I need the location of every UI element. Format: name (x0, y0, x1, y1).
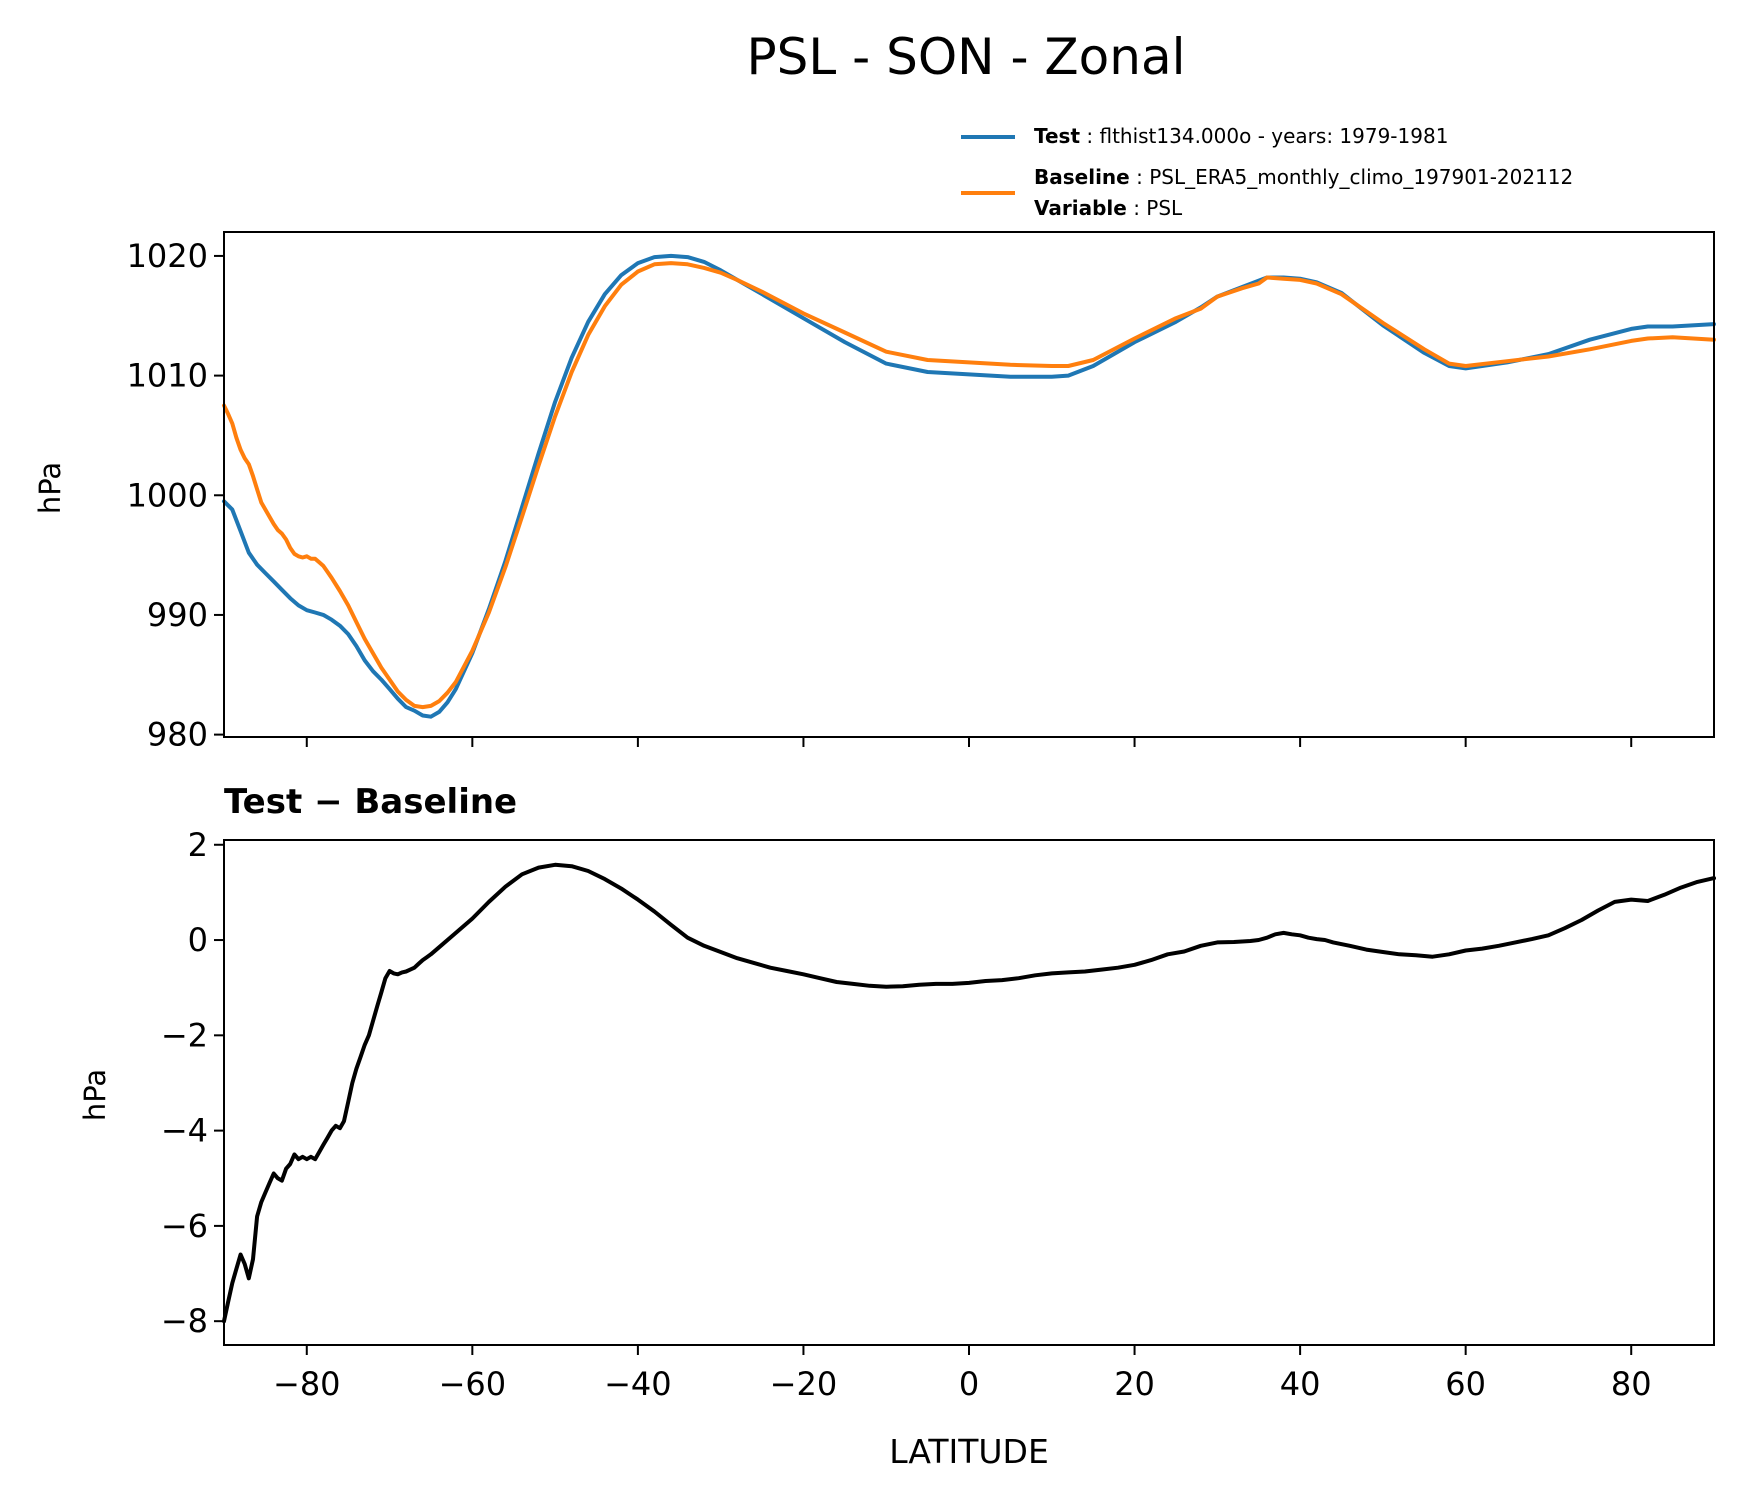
legend-test-key: Test (1034, 124, 1080, 148)
svg-text:Variable : PSL: Variable : PSL (1034, 196, 1183, 220)
bottom-xtick-label: −60 (439, 1365, 507, 1403)
top-ytick-label: 1010 (127, 357, 208, 395)
top-line-baseline (222, 261, 1716, 710)
legend-test-sep: : (1080, 124, 1099, 148)
bottom-xtick-label: −80 (273, 1365, 341, 1403)
bottom-xtick-label: 0 (959, 1365, 979, 1403)
bottom-ytick-label: −4 (161, 1112, 208, 1150)
legend-baseline-value: PSL_ERA5_monthly_climo_197901-202112 (1149, 165, 1573, 189)
bottom-xtick-label: 60 (1445, 1365, 1486, 1403)
bottom-ytick-label: 2 (188, 826, 208, 864)
bottom-xtick-label: −20 (770, 1365, 838, 1403)
svg-text:Baseline : PSL_ERA5_monthly_cl: Baseline : PSL_ERA5_monthly_climo_197901… (1034, 165, 1573, 189)
bottom-panel: Test − Baseline −8−6−4−202 −80 −60 −40 −20 0… (78, 782, 1716, 1471)
top-ytick-label: 1020 (127, 237, 208, 275)
legend-test-value: flthist134.000o - years: 1979-1981 (1099, 124, 1448, 148)
legend: Test : flthist134.000o - years: 1979-198… (961, 124, 1573, 220)
legend-variable-sep: : (1127, 196, 1146, 220)
svg-text:Test : flthist134.000o - years: Test : flthist134.000o - years: 1979-198… (1034, 124, 1448, 148)
bottom-xtick-label: 20 (1114, 1365, 1155, 1403)
bottom-ytick-label: −8 (161, 1302, 208, 1340)
top-ytick-label: 1000 (127, 476, 208, 514)
top-panel: 980 990 1000 1010 1020 hPa (33, 231, 1716, 754)
bottom-ytick-label: 0 (188, 921, 208, 959)
legend-baseline-sep: : (1130, 165, 1149, 189)
bottom-ytick-label: −6 (161, 1207, 208, 1245)
figure-title: PSL - SON - Zonal (747, 28, 1186, 86)
legend-baseline-key: Baseline (1034, 165, 1130, 189)
legend-variable-key: Variable (1034, 196, 1127, 220)
bottom-ylabel: hPa (78, 1069, 112, 1121)
bottom-xtick-label: 80 (1611, 1365, 1652, 1403)
bottom-xtick-label: 40 (1280, 1365, 1321, 1403)
top-ylabel: hPa (33, 462, 67, 514)
top-axes-frame (223, 231, 1715, 738)
bottom-axes-frame (223, 839, 1715, 1346)
bottom-xlabel: LATITUDE (889, 1432, 1049, 1471)
top-ytick-label: 990 (147, 596, 208, 634)
top-ytick-label: 980 (147, 716, 208, 754)
bottom-ytick-label: −2 (161, 1016, 208, 1054)
bottom-panel-title: Test − Baseline (224, 782, 517, 822)
legend-variable-value: PSL (1146, 196, 1183, 220)
bottom-line-test-baseline (222, 862, 1716, 1324)
bottom-xtick-label: −40 (604, 1365, 672, 1403)
